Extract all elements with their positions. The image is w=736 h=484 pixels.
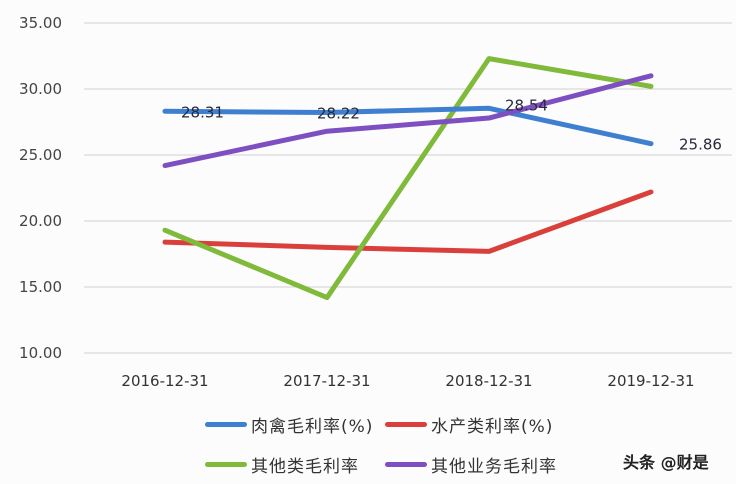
y-axis-ticks: 10.00 15.00 20.00 25.00 30.00 35.00	[19, 14, 62, 362]
legend-item-other: 其他类毛利率	[205, 450, 359, 478]
legend-item-aquatic: 水产类利率(%)	[385, 410, 553, 438]
legend-label: 水产类利率(%)	[431, 416, 554, 437]
data-label: 28.31	[181, 103, 224, 121]
y-tick-label: 10.00	[19, 344, 62, 362]
data-label: 28.22	[317, 104, 360, 122]
legend-swatch-aquatic	[385, 421, 427, 427]
series-line	[162, 105, 654, 147]
x-tick-label: 2019-12-31	[607, 372, 694, 390]
series-lines	[162, 56, 654, 301]
data-label: 28.54	[505, 96, 548, 114]
watermark: 头条 @财是	[623, 453, 709, 472]
x-tick-label: 2018-12-31	[445, 372, 532, 390]
x-tick-label: 2017-12-31	[283, 372, 370, 390]
legend-swatch-meat	[205, 421, 247, 427]
legend: 肉禽毛利率(%) 水产类利率(%) 其他类毛利率 其他业务毛利率	[205, 410, 595, 480]
y-tick-label: 30.00	[19, 80, 62, 98]
legend-label: 肉禽毛利率(%)	[251, 416, 374, 437]
x-axis-ticks: 2016-12-31 2017-12-31 2018-12-31 2019-12-31	[121, 372, 694, 390]
legend-label: 其他业务毛利率	[431, 456, 557, 477]
y-tick-label: 35.00	[19, 14, 62, 32]
y-tick-label: 25.00	[19, 146, 62, 164]
legend-swatch-other-business	[385, 461, 427, 467]
y-tick-label: 15.00	[19, 278, 62, 296]
y-tick-label: 20.00	[19, 212, 62, 230]
gridlines	[84, 22, 732, 354]
data-labels: 28.31 28.22 28.54 25.86	[181, 96, 722, 153]
data-label: 25.86	[679, 136, 722, 154]
series-line	[162, 73, 654, 169]
series-line	[162, 56, 654, 301]
series-line	[162, 189, 654, 254]
legend-label: 其他类毛利率	[251, 456, 359, 477]
legend-item-other-business: 其他业务毛利率	[385, 450, 557, 478]
legend-swatch-other	[205, 461, 247, 467]
x-tick-label: 2016-12-31	[121, 372, 208, 390]
legend-item-meat: 肉禽毛利率(%)	[205, 410, 373, 438]
